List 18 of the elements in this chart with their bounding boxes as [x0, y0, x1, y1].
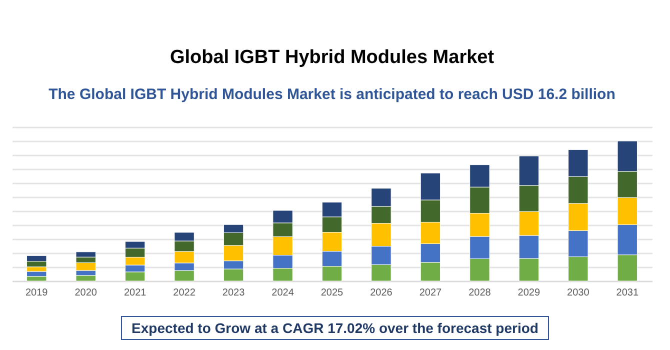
- x-tick-label: 2025: [320, 288, 344, 298]
- x-tick-label: 2020: [74, 288, 98, 298]
- x-tick-label: 2030: [567, 288, 590, 298]
- bar: [26, 276, 47, 282]
- x-tick-label: 2019: [25, 288, 48, 298]
- bar: [76, 275, 96, 282]
- x-tick-label: 2024: [272, 288, 294, 298]
- x-tick-label: 2029: [518, 288, 540, 298]
- x-tick-label: 2028: [468, 288, 492, 298]
- x-tick-label: 2021: [124, 288, 147, 298]
- x-tick-label: 2023: [222, 288, 246, 298]
- x-tick-label: 2031: [616, 288, 639, 298]
- chart-subtitle: The Global IGBT Hybrid Modules Market is anticipated to reach USD 16.2 billion: [48, 86, 616, 103]
- text: Expected to Grow at a CAGR 17.02% over the forecast period: [120, 316, 550, 340]
- x-tick-label: 2026: [370, 288, 393, 298]
- chart-title: Global IGBT Hybrid Modules Market: [170, 47, 495, 68]
- x-tick-label: 2027: [419, 288, 442, 298]
- x-tick-label: 2022: [173, 288, 196, 298]
